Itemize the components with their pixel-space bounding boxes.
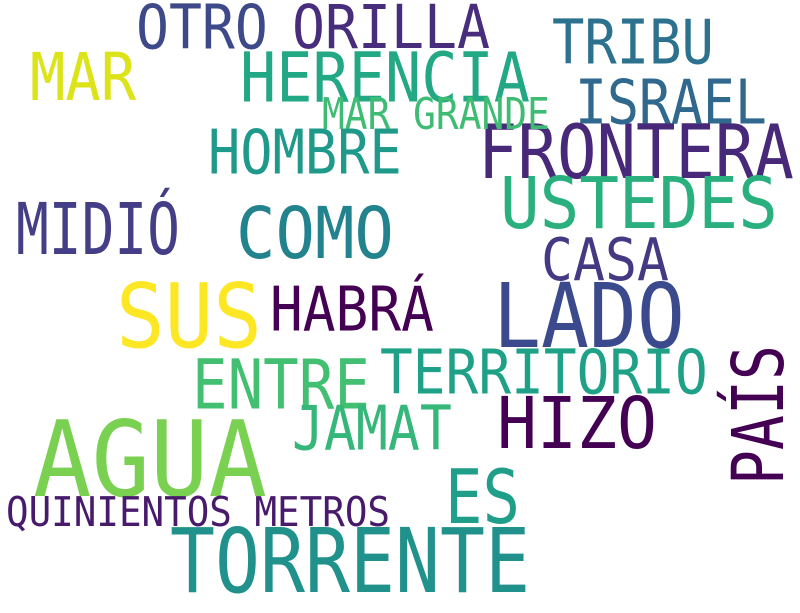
word-como: COMO (236, 191, 394, 275)
word-otro: OTRO (136, 0, 268, 64)
word-orilla: ORILLA (292, 0, 490, 63)
word-frontera: FRONTERA (478, 107, 794, 196)
word-quinientos-metros: QUINIENTOS METROS (6, 487, 391, 536)
word-midio: MIDIÓ (16, 187, 180, 271)
word-territorio: TERRITORIO (380, 336, 708, 409)
word-tribu: TRIBU (552, 6, 714, 79)
word-israel: ISRAEL (575, 66, 767, 139)
word-agua: AGUA (33, 397, 268, 521)
word-casa: CASA (541, 225, 669, 295)
word-habra: HABRÁ (270, 273, 434, 346)
word-ustedes: USTEDES (500, 161, 778, 245)
word-hizo: HIZO (497, 381, 657, 465)
word-es: ES (445, 452, 520, 541)
word-jamat: JAMAT (292, 392, 452, 465)
word-lado: LADO (493, 264, 685, 369)
word-herencia: HERENCIA (240, 38, 531, 119)
word-torrente: TORRENTE (170, 509, 531, 613)
word-mar-grande: MAR GRANDE (322, 89, 550, 141)
word-mar: MAR (30, 38, 137, 116)
word-cloud: AGUA TORRENTE LADO SUS FRONTERA HERENCIA… (6, 0, 800, 606)
word-entre: ENTRE (192, 345, 370, 426)
word-sus: SUS (116, 264, 262, 369)
word-hombre: HOMBRE (208, 116, 402, 189)
word-pais: PAÍS (716, 345, 800, 485)
